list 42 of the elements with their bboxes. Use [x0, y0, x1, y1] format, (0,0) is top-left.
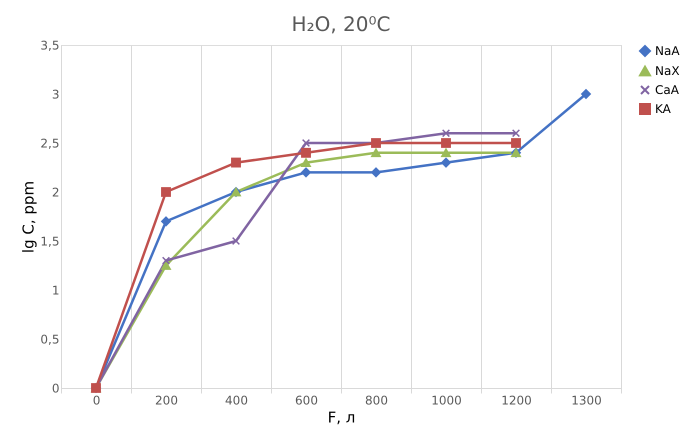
x-tick-label: 1300 — [571, 394, 602, 408]
y-tick-label: 0,5 — [40, 332, 60, 346]
point — [301, 158, 311, 167]
x-tick-label: 200 — [155, 394, 178, 408]
point — [511, 138, 521, 148]
point — [512, 129, 520, 138]
x-tick-label: 400 — [225, 394, 248, 408]
point — [231, 158, 241, 168]
y-axis-title: lg C, ppm — [19, 180, 38, 254]
legend-label: CaA — [655, 83, 680, 97]
x-tick-label: 1000 — [431, 394, 462, 408]
y-tick-label: 1,5 — [40, 234, 60, 248]
point — [302, 138, 310, 148]
point — [161, 187, 171, 197]
point — [371, 148, 381, 158]
point — [442, 129, 450, 138]
x-tick-label: 1200 — [501, 394, 532, 408]
point — [301, 167, 311, 178]
legend-label: NaX — [655, 64, 680, 78]
y-tick-label: 3 — [52, 88, 60, 102]
point — [441, 138, 451, 148]
point — [162, 256, 170, 265]
y-tick-label: 2,5 — [40, 136, 60, 150]
point — [371, 167, 381, 178]
x-tick-label: 800 — [365, 394, 388, 408]
point — [441, 158, 451, 168]
legend-label: NaA — [655, 44, 680, 58]
point — [301, 148, 311, 158]
x-tick-label: 0 — [92, 394, 100, 408]
point — [161, 261, 171, 270]
y-tick-label: 1 — [52, 284, 60, 298]
point — [232, 236, 240, 246]
y-tick-label: 3,5 — [40, 38, 60, 52]
x-axis-title: F, л — [328, 408, 356, 426]
legend-label: KA — [655, 102, 672, 116]
y-tick-label: 2 — [52, 186, 60, 200]
point — [581, 89, 591, 99]
chart-title: H₂O, 20⁰C — [292, 12, 390, 36]
point — [161, 216, 171, 226]
y-tick-label: 0 — [52, 382, 60, 396]
point — [441, 148, 451, 158]
x-tick-label: 600 — [295, 394, 318, 408]
